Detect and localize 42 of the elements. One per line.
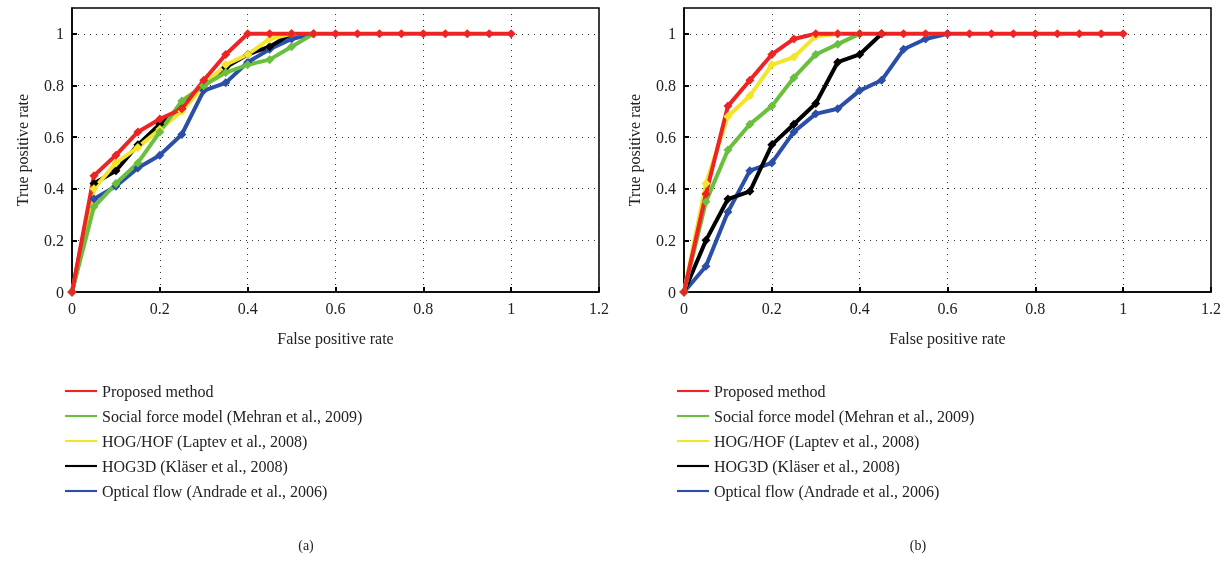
legend-label: Optical flow (Andrade et al., 2006) <box>714 482 940 501</box>
x-tick-label: 0.6 <box>937 299 958 317</box>
y-tick-label: 0.2 <box>656 231 676 249</box>
y-tick-label: 0.2 <box>44 231 64 249</box>
legend-label: HOG/HOF (Laptev et al., 2008) <box>102 432 308 451</box>
x-tick-label: 1 <box>1119 299 1128 317</box>
y-tick-label: 0.8 <box>656 76 676 94</box>
y-tick-label: 0.8 <box>44 76 64 94</box>
x-tick-label: 1 <box>507 299 516 317</box>
y-tick-label: 1 <box>668 25 676 43</box>
y-axis-title: True positive rate <box>625 93 644 207</box>
text: (b) <box>909 537 927 554</box>
legend-label: HOG3D (Kläser et al., 2008) <box>102 457 288 476</box>
legend-label: Optical flow (Andrade et al., 2006) <box>102 482 328 501</box>
x-tick-label: 1.2 <box>1201 299 1221 317</box>
x-tick-label: 1.2 <box>589 299 609 317</box>
y-tick-label: 0 <box>668 283 676 301</box>
x-tick-label: 0.4 <box>237 299 258 317</box>
x-tick-label: 0.8 <box>1025 299 1046 317</box>
x-tick-label: 0.2 <box>149 299 170 317</box>
x-tick-label: 0.8 <box>413 299 434 317</box>
y-tick-label: 0.6 <box>656 128 676 146</box>
legend-label: Social force model (Mehran et al., 2009) <box>714 407 975 426</box>
y-tick-label: 0.6 <box>44 128 64 146</box>
x-tick-label: 0 <box>680 299 688 317</box>
x-tick-label: 0.6 <box>325 299 346 317</box>
legend-label: HOG/HOF (Laptev et al., 2008) <box>714 432 920 451</box>
text: (a) <box>298 537 315 554</box>
x-tick-label: 0 <box>68 299 76 317</box>
y-tick-label: 1 <box>56 25 64 43</box>
legend-label: HOG3D (Kläser et al., 2008) <box>714 457 900 476</box>
x-axis-title: False positive rate <box>277 329 394 348</box>
y-tick-label: 0 <box>56 283 64 301</box>
x-axis-title: False positive rate <box>889 329 1006 348</box>
legend-label: Proposed method <box>714 382 826 401</box>
x-tick-label: 0.4 <box>849 299 870 317</box>
legend-label: Social force model (Mehran et al., 2009) <box>102 407 363 426</box>
y-axis-title: True positive rate <box>13 93 32 207</box>
x-tick-label: 0.2 <box>761 299 782 317</box>
y-tick-label: 0.4 <box>44 180 64 198</box>
legend-label: Proposed method <box>102 382 214 401</box>
y-tick-label: 0.4 <box>656 180 676 198</box>
